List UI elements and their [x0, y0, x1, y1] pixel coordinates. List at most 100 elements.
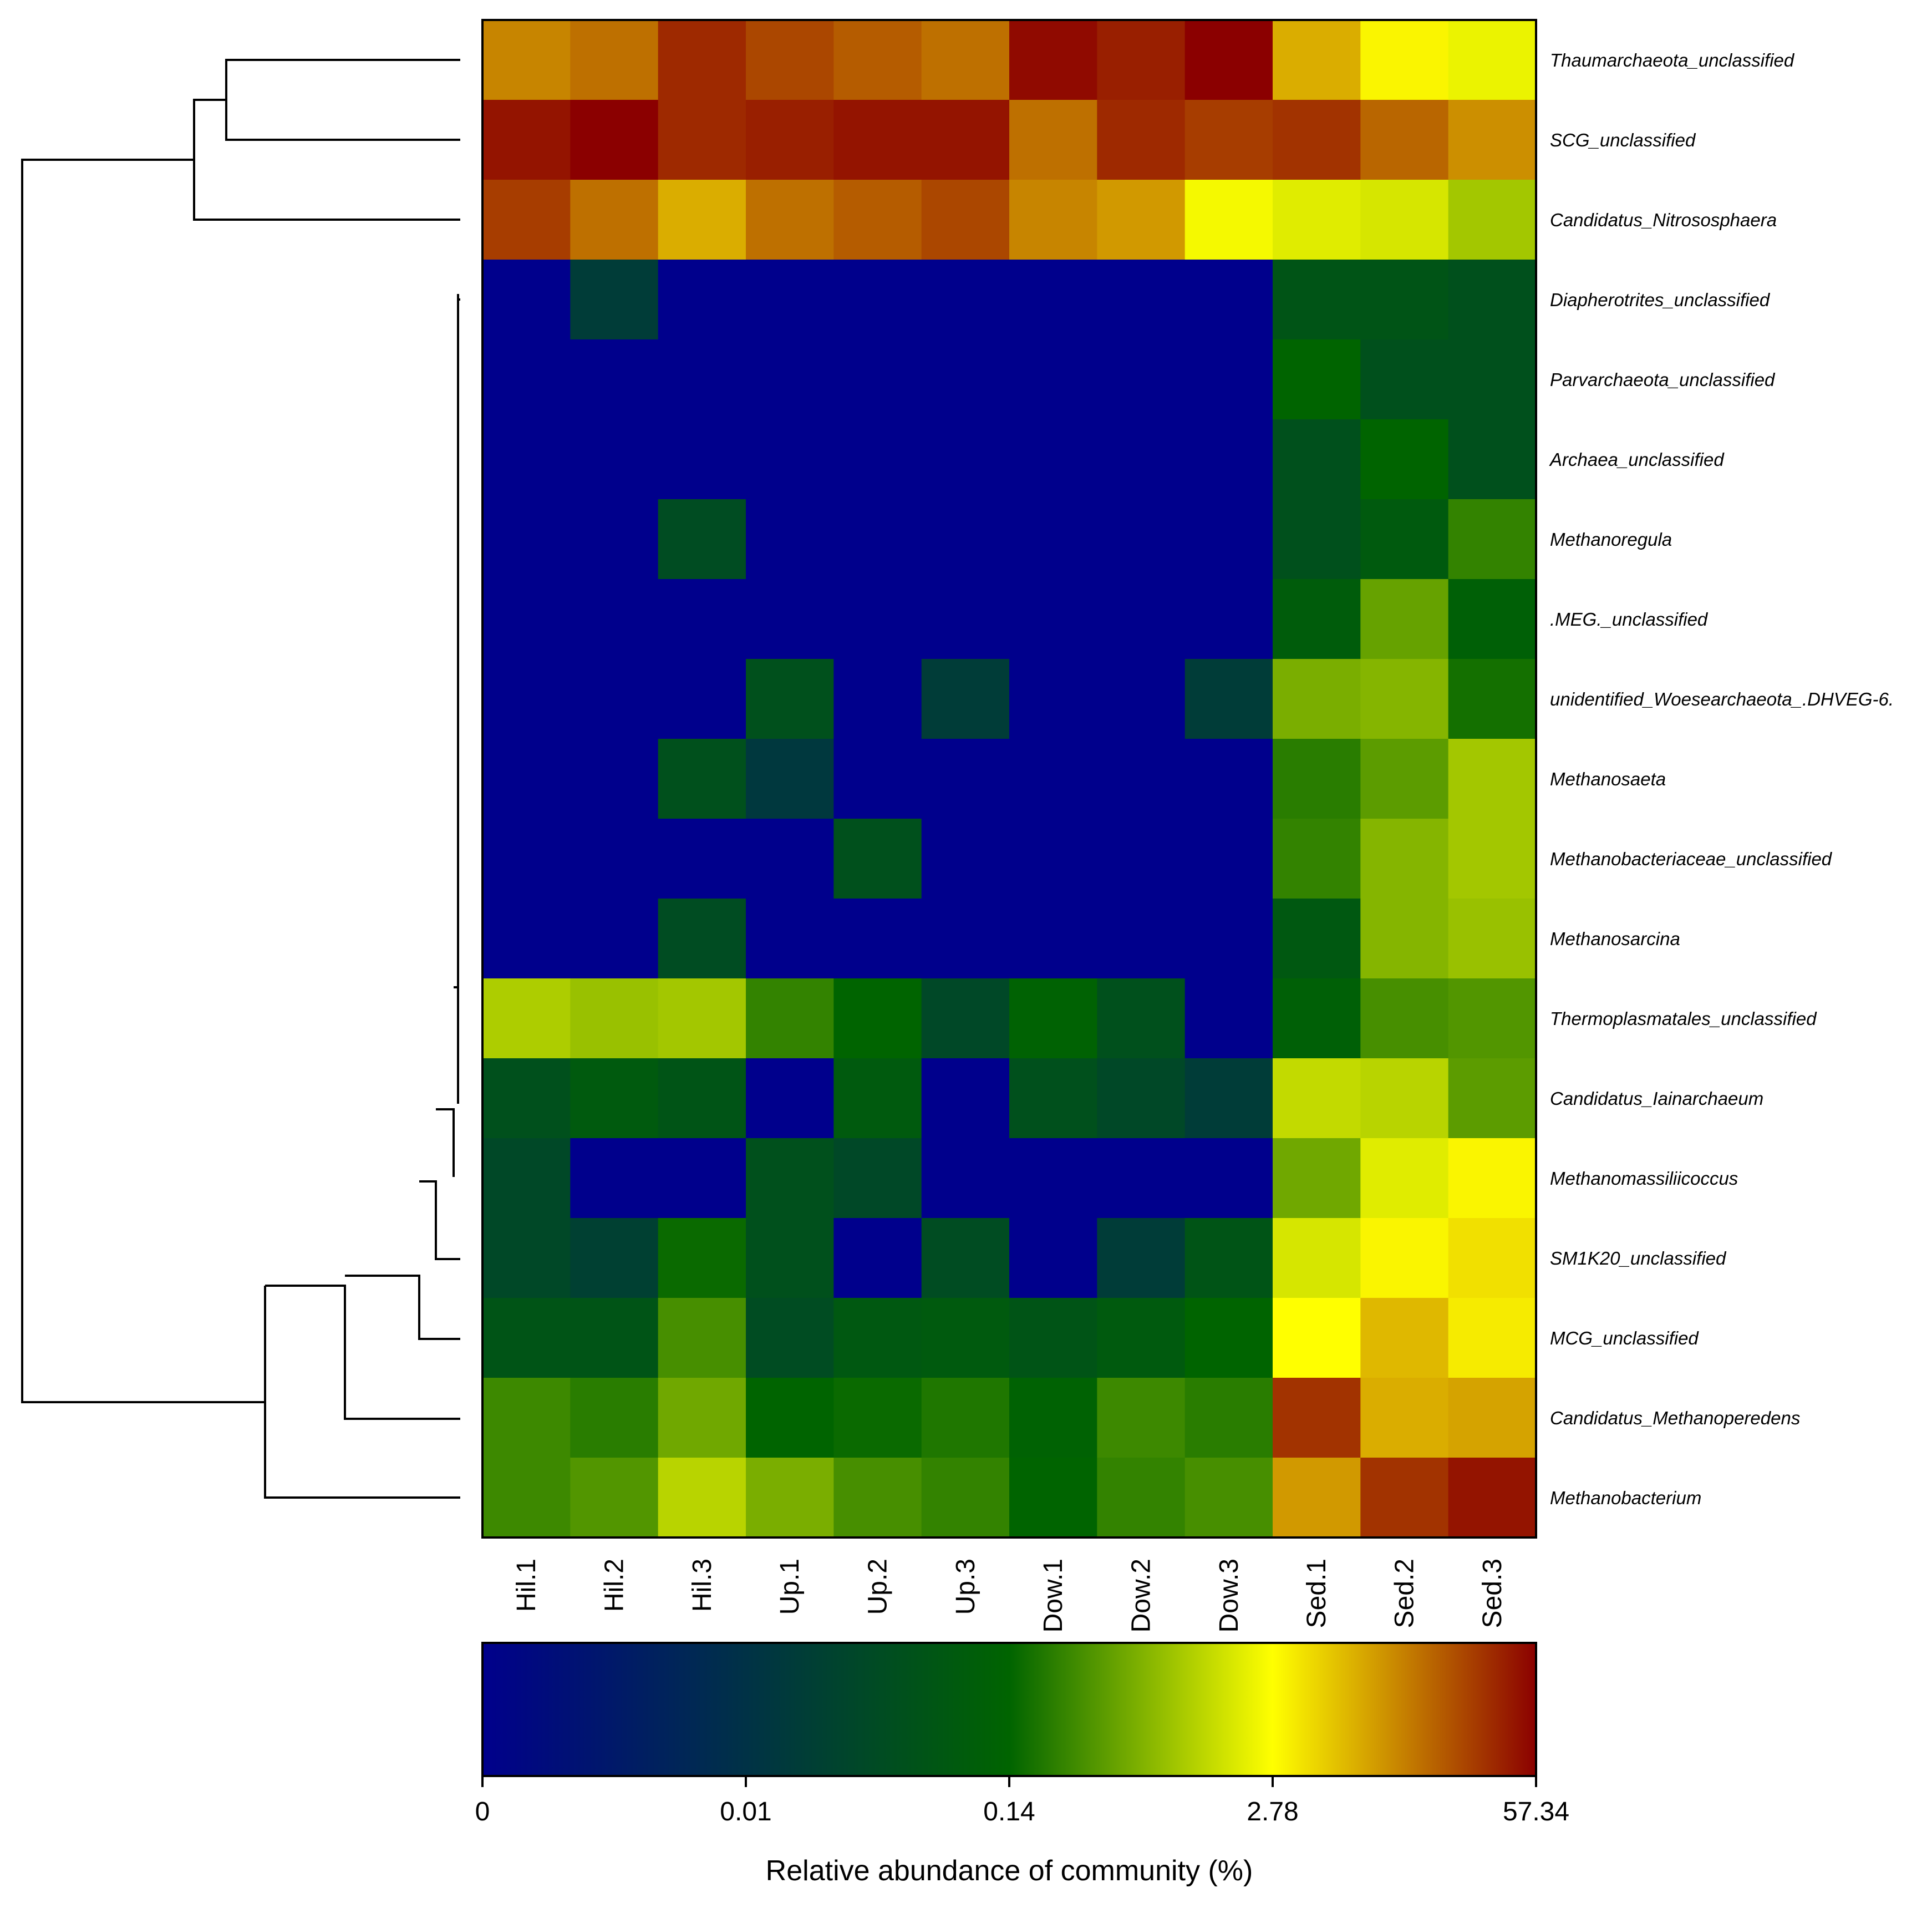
heatmap-cell	[1273, 579, 1361, 659]
heatmap-cell	[1360, 899, 1449, 979]
heatmap-cell	[833, 659, 922, 739]
heatmap-cell	[921, 180, 1010, 260]
heatmap-cell	[921, 978, 1010, 1059]
dendrogram-branch	[419, 1180, 460, 1260]
heatmap-cell	[570, 659, 659, 739]
column-label: Up.1	[775, 1559, 805, 1615]
heatmap-cell	[746, 899, 834, 979]
column-label: Hil.3	[688, 1559, 717, 1612]
heatmap-cell	[921, 339, 1010, 420]
heatmap-cell	[833, 1378, 922, 1458]
heatmap-cell	[1009, 1218, 1097, 1298]
heatmap-cell	[921, 1378, 1010, 1458]
heatmap-cell	[1009, 819, 1097, 899]
heatmap-cell	[921, 20, 1010, 100]
heatmap-cell	[833, 419, 922, 500]
heatmap-cell	[1448, 419, 1537, 500]
heatmap-cell	[833, 499, 922, 580]
heatmap-cell	[1273, 739, 1361, 819]
heatmap-cell	[482, 180, 571, 260]
heatmap-cell	[1184, 260, 1273, 340]
heatmap-cell	[921, 419, 1010, 500]
colorbar-title: Relative abundance of community (%)	[766, 1855, 1253, 1887]
heatmap-cell	[1097, 1298, 1186, 1378]
heatmap-cell	[833, 1458, 922, 1538]
row-label: SCG_unclassified	[1550, 130, 1696, 150]
heatmap-cell	[658, 978, 746, 1059]
heatmap-cell	[482, 1058, 571, 1139]
heatmap-cell	[1097, 419, 1186, 500]
column-label: Sed.2	[1390, 1559, 1420, 1628]
heatmap-cell	[833, 819, 922, 899]
heatmap-frame	[481, 19, 1537, 1539]
heatmap-cell	[1097, 1458, 1186, 1538]
heatmap-cell	[1184, 659, 1273, 739]
heatmap-cell	[921, 1458, 1010, 1538]
row-label: .MEG._unclassified	[1550, 609, 1709, 630]
heatmap-cell	[658, 1058, 746, 1139]
heatmap-cell	[833, 1058, 922, 1139]
heatmap-cell	[1360, 1378, 1449, 1458]
heatmap-cell	[746, 339, 834, 420]
heatmap-cell	[658, 739, 746, 819]
heatmap-cell	[658, 1298, 746, 1378]
heatmap-cell	[658, 419, 746, 500]
heatmap-cell	[658, 499, 746, 580]
heatmap-cell	[833, 1138, 922, 1219]
heatmap-cell	[1184, 1298, 1273, 1378]
heatmap-cell	[1009, 978, 1097, 1059]
heatmap-cell	[1009, 419, 1097, 500]
heatmap-cell	[1448, 20, 1537, 100]
heatmap-cell	[482, 659, 571, 739]
heatmap-cell	[1448, 579, 1537, 659]
column-label: Dow.2	[1127, 1559, 1156, 1632]
heatmap-cell	[921, 1058, 1010, 1139]
heatmap-cell	[1009, 100, 1097, 180]
heatmap-cell	[570, 978, 659, 1059]
heatmap-cell	[658, 819, 746, 899]
heatmap-cell	[833, 100, 922, 180]
heatmap-cell	[921, 1138, 1010, 1219]
row-label: Candidatus_Iainarchaeum	[1550, 1088, 1763, 1109]
heatmap-cell	[1184, 899, 1273, 979]
heatmap-cell	[1184, 579, 1273, 659]
heatmap-cell	[921, 1218, 1010, 1298]
heatmap-cell	[1097, 1138, 1186, 1219]
column-label: Hil.1	[512, 1559, 541, 1612]
heatmap-cell	[1097, 499, 1186, 580]
heatmap-cell	[1097, 260, 1186, 340]
heatmap-cell	[833, 1298, 922, 1378]
heatmap-cell	[1184, 739, 1273, 819]
heatmap-cell	[570, 1458, 659, 1538]
heatmap-cell	[570, 180, 659, 260]
heatmap-cell	[746, 1138, 834, 1219]
colorbar-tick-label: 0	[475, 1797, 490, 1826]
heatmap-cell	[482, 20, 571, 100]
heatmap-cell	[482, 739, 571, 819]
heatmap-cell	[658, 659, 746, 739]
dendrogram-branch	[436, 1108, 455, 1177]
heatmap-cell	[1448, 739, 1537, 819]
heatmap-cell	[658, 180, 746, 260]
heatmap-cell	[570, 1218, 659, 1298]
heatmap-cell	[570, 20, 659, 100]
heatmap-cell	[833, 899, 922, 979]
heatmap-cell	[1009, 1458, 1097, 1538]
row-label: Candidatus_Methanoperedens	[1550, 1408, 1800, 1428]
heatmap-cell	[1184, 180, 1273, 260]
heatmap-cell	[482, 1298, 571, 1378]
heatmap-cell	[746, 1298, 834, 1378]
heatmap-cell	[658, 1378, 746, 1458]
column-label: Up.2	[863, 1559, 893, 1615]
heatmap-cell	[746, 819, 834, 899]
heatmap-cell	[1009, 180, 1097, 260]
heatmap-cell	[1273, 978, 1361, 1059]
heatmap-cell	[1360, 499, 1449, 580]
heatmap-cell	[833, 339, 922, 420]
heatmap-cell	[1273, 1058, 1361, 1139]
heatmap-cell	[570, 419, 659, 500]
heatmap-cell	[1360, 419, 1449, 500]
heatmap-cell	[1009, 659, 1097, 739]
heatmap-cell	[1009, 499, 1097, 580]
